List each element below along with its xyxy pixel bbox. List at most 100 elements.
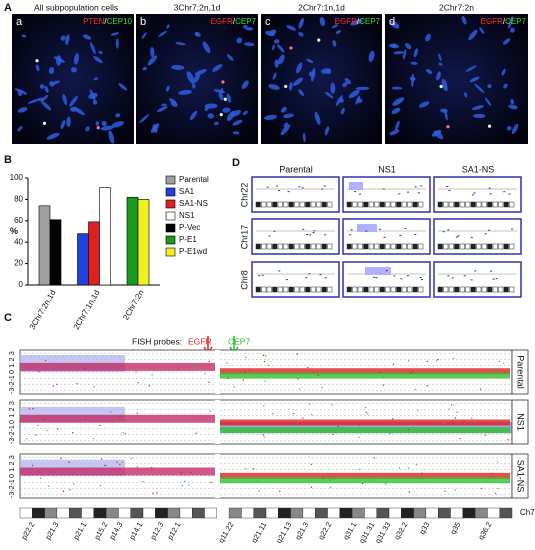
probe-dot xyxy=(135,371,137,373)
chromosome xyxy=(465,65,477,72)
legend-label: Parental xyxy=(179,175,209,184)
probe-dot xyxy=(181,485,184,487)
probe-dot xyxy=(279,490,281,493)
p-arm-signal xyxy=(20,467,215,476)
probe-dot xyxy=(494,492,497,495)
y-tick-label: -2 xyxy=(9,431,16,437)
chromosome xyxy=(461,15,467,25)
chromosome xyxy=(264,114,278,120)
chromosome xyxy=(193,74,200,83)
chromosome xyxy=(331,24,339,29)
probe-dot xyxy=(93,385,95,388)
ideogram-band xyxy=(290,507,304,519)
ideogram-band xyxy=(261,243,267,250)
cnv-dot xyxy=(495,278,498,280)
chromosome xyxy=(511,123,519,135)
ideogram-band xyxy=(487,243,493,250)
probe-dot xyxy=(119,416,121,418)
chromosome xyxy=(391,107,401,114)
ideogram-band xyxy=(459,243,465,250)
fish-signal xyxy=(284,84,288,89)
probe-dot xyxy=(409,372,412,375)
fish-label: FISH probes: xyxy=(132,336,182,346)
ideogram-band xyxy=(321,201,327,208)
chromosome xyxy=(93,55,103,64)
probe-dot xyxy=(484,434,487,436)
ideogram-band xyxy=(68,507,82,519)
probe-dot xyxy=(195,432,197,434)
y-axis-label: % xyxy=(10,226,18,236)
probe-dot xyxy=(358,436,360,438)
ideogram-band xyxy=(363,286,369,293)
probe-dot xyxy=(76,382,78,385)
probe-dot xyxy=(454,417,457,419)
probe-dot xyxy=(60,457,62,460)
cnv-dot xyxy=(448,190,451,192)
centromere-gap xyxy=(215,400,220,444)
probe-dot xyxy=(264,355,267,357)
probe-dot xyxy=(136,412,138,414)
chromosome xyxy=(232,131,240,135)
chromosome xyxy=(70,67,77,73)
chromosome xyxy=(472,113,486,119)
probe-dot xyxy=(38,371,40,373)
cnv-dot xyxy=(474,270,477,272)
chromosome xyxy=(118,83,127,91)
ideogram-band xyxy=(266,286,272,293)
band-label: q11.22 xyxy=(216,520,235,544)
probe-dot xyxy=(411,371,414,373)
probe-dot xyxy=(179,416,181,418)
ideogram-band xyxy=(299,243,305,250)
probe-dot xyxy=(378,371,381,374)
chromosome xyxy=(242,110,248,116)
chromosome xyxy=(335,30,341,34)
probe-dot xyxy=(358,424,361,426)
ideogram-band xyxy=(481,243,487,250)
cnv-dot xyxy=(484,233,487,235)
band-label: q31.33 xyxy=(373,520,392,544)
ideogram-band xyxy=(56,507,70,519)
probe-dot xyxy=(121,461,124,463)
row-label: Chr22 xyxy=(239,183,249,208)
probe-dot xyxy=(392,363,395,365)
chromosome xyxy=(391,86,403,90)
probe-cep7: CEP7 xyxy=(228,336,250,346)
y-tick-label: 1 xyxy=(9,468,16,472)
band-label: p21.3 xyxy=(43,520,60,541)
probe-dot xyxy=(69,489,71,491)
probe-egfr: EGFR xyxy=(188,336,212,346)
probe-dot xyxy=(310,486,313,488)
probe-dot xyxy=(299,422,302,425)
y-tick-label: 0 xyxy=(9,370,16,374)
chromosome xyxy=(65,34,70,45)
y-tick-label: 2 xyxy=(9,407,16,411)
chromosome xyxy=(265,30,275,37)
probe-dot xyxy=(245,356,247,359)
probe-dot xyxy=(418,473,420,475)
chromosome xyxy=(212,64,223,72)
cnv-dot xyxy=(313,230,316,232)
ideogram-band xyxy=(498,286,504,293)
band-label: q21.13 xyxy=(274,520,293,544)
ideogram-band xyxy=(310,243,316,250)
row-label: Chr8 xyxy=(239,270,249,290)
chromosome xyxy=(165,85,170,92)
probe-dot xyxy=(459,437,461,440)
probe-dot xyxy=(361,482,364,485)
band-label: q35 xyxy=(448,520,462,535)
ideogram-band xyxy=(462,507,476,519)
fish-signal xyxy=(96,126,100,130)
probe-dot xyxy=(44,359,47,362)
y-tick-label: 0 xyxy=(9,420,16,424)
chromosome xyxy=(108,130,115,144)
cnv-dot xyxy=(308,273,311,275)
ideogram-band xyxy=(265,507,279,519)
probe-label: EGFR/CEP7 xyxy=(335,17,381,26)
ideogram-band xyxy=(316,201,322,208)
y-tick-label: -1 xyxy=(9,479,16,485)
cnv-dot xyxy=(406,275,409,277)
chromosome xyxy=(283,113,294,119)
probe-name: / xyxy=(104,17,107,26)
chromosome xyxy=(503,38,511,45)
probe-dot xyxy=(62,490,65,493)
